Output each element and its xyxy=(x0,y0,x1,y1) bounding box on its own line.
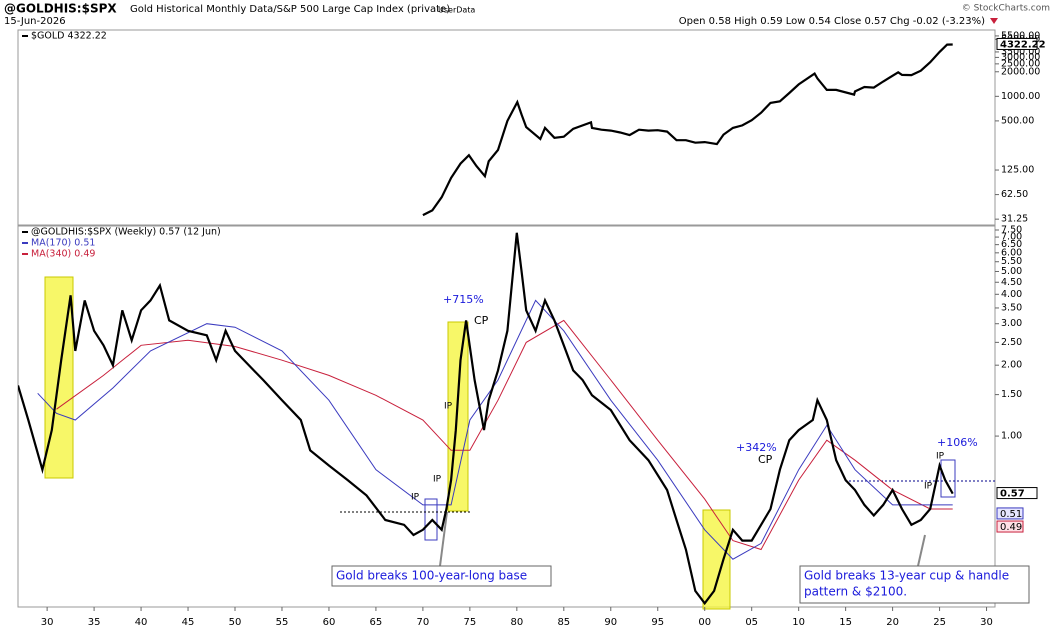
legend-label: $GOLD 4322.22 xyxy=(31,31,107,42)
legend-label: MA(170) 0.51 xyxy=(31,238,95,249)
x-tick-label: 35 xyxy=(88,617,101,628)
last-value-box xyxy=(996,487,1038,500)
x-tick-label: 30 xyxy=(980,617,993,628)
x-tick-label: 55 xyxy=(276,617,289,628)
callout-text: Gold breaks 13-year cup & handle xyxy=(804,569,1009,583)
last-value: 0.49 xyxy=(996,520,1024,533)
pointer xyxy=(439,511,448,567)
x-tick-label: 45 xyxy=(182,617,195,628)
y-tick-label: 1.00 xyxy=(1001,431,1022,442)
line xyxy=(18,232,954,606)
annotation: IP xyxy=(924,482,933,492)
y-tick-label: 3000.00 xyxy=(1001,52,1040,63)
subtitle: Gold Historical Monthly Data/S&P 500 Lar… xyxy=(130,4,450,15)
panel-frame xyxy=(17,225,996,608)
panel-frame xyxy=(17,29,996,226)
x-tick-label: 75 xyxy=(463,617,476,628)
annotation: +715% xyxy=(443,293,484,306)
source: UserData xyxy=(438,6,475,15)
y-tick-label: 3500.00 xyxy=(1001,46,1040,57)
y-tick-label: 6.50 xyxy=(1001,239,1022,250)
date: 15-Jun-2026 xyxy=(4,16,66,27)
x-tick-label: 20 xyxy=(886,617,899,628)
x-tick-label: 85 xyxy=(557,617,570,628)
pointer xyxy=(917,534,926,567)
line xyxy=(56,319,953,551)
last-value-label: 4322.22 xyxy=(1000,39,1046,50)
x-tick-label: 90 xyxy=(604,617,617,628)
y-tick-label: 5500.00 xyxy=(1001,30,1040,41)
annotation: IP xyxy=(433,475,442,485)
x-tick-label: 10 xyxy=(792,617,805,628)
annotation: +106% xyxy=(937,436,978,449)
legend-label: MA(340) 0.49 xyxy=(31,249,95,260)
annotation: IP xyxy=(444,402,453,412)
y-tick-label: 2.00 xyxy=(1001,360,1022,371)
x-tick-label: 40 xyxy=(135,617,148,628)
x-tick-label: 25 xyxy=(933,617,946,628)
last-value-box xyxy=(996,37,1038,50)
line xyxy=(422,43,953,217)
y-tick-label: 2500.00 xyxy=(1001,58,1040,69)
annotation: IP xyxy=(411,493,420,503)
annotation: IP xyxy=(936,452,945,462)
y-tick-label: 4.50 xyxy=(1001,277,1022,288)
y-tick-label: 7.50 xyxy=(1001,225,1022,236)
x-tick-label: 95 xyxy=(651,617,664,628)
callout-text: pattern & $2100. xyxy=(804,585,907,599)
y-tick-label: 4.00 xyxy=(1001,289,1022,300)
annotation: CP xyxy=(758,453,773,466)
last-value-label: 0.51 xyxy=(1000,509,1022,520)
x-tick-label: 65 xyxy=(370,617,383,628)
box xyxy=(940,459,956,498)
y-tick-label: 1.50 xyxy=(1001,389,1022,400)
y-tick-label: 1000.00 xyxy=(1001,91,1040,102)
callout-text: Gold breaks 100-year-long base xyxy=(336,569,527,583)
annotation: +342% xyxy=(736,441,777,454)
y-tick-label: 125.00 xyxy=(1001,165,1034,176)
line xyxy=(37,299,953,560)
x-tick-label: 00 xyxy=(698,617,711,628)
x-tick-label: 30 xyxy=(41,617,54,628)
title: @GOLDHIS:$SPX xyxy=(4,2,117,16)
last-value: 4322.22 xyxy=(996,37,1046,50)
y-tick-label: 500.00 xyxy=(1001,115,1034,126)
x-tick-label: 60 xyxy=(323,617,336,628)
y-tick-label: 5.50 xyxy=(1001,256,1022,267)
y-tick-label: 6.00 xyxy=(1001,247,1022,258)
annotation: CP xyxy=(474,314,489,327)
box xyxy=(424,498,438,541)
down-arrow xyxy=(990,18,998,24)
legend-label: @GOLDHIS:$SPX (Weekly) 0.57 (12 Jun) xyxy=(31,227,221,238)
y-tick-label: 31.25 xyxy=(1001,214,1028,225)
y-tick-label: 7.00 xyxy=(1001,232,1022,243)
x-tick-label: 15 xyxy=(839,617,852,628)
y-tick-label: 3.50 xyxy=(1001,302,1022,313)
x-tick-label: 50 xyxy=(229,617,242,628)
last-value-box xyxy=(996,507,1024,520)
last-value: 0.51 xyxy=(996,507,1024,520)
x-tick-label: 80 xyxy=(510,617,523,628)
y-tick-label: 62.50 xyxy=(1001,189,1028,200)
last-value: 0.57 xyxy=(996,487,1038,500)
y-tick-label: 2000.00 xyxy=(1001,66,1040,77)
credit: © StockCharts.com xyxy=(962,4,1050,14)
y-tick-label: 5.00 xyxy=(1001,266,1022,277)
quote: Open 0.58 High 0.59 Low 0.54 Close 0.57 … xyxy=(679,16,985,27)
x-tick-label: 70 xyxy=(417,617,430,628)
last-value-label: 0.49 xyxy=(1000,522,1022,533)
callout-box xyxy=(331,565,552,587)
callout-box xyxy=(799,565,1030,604)
highlight xyxy=(702,509,731,610)
y-tick-label: 2.50 xyxy=(1001,337,1022,348)
y-tick-label: 3.00 xyxy=(1001,318,1022,329)
last-value-label: 0.57 xyxy=(1000,489,1025,500)
last-value-box xyxy=(996,520,1024,533)
x-tick-label: 05 xyxy=(745,617,758,628)
